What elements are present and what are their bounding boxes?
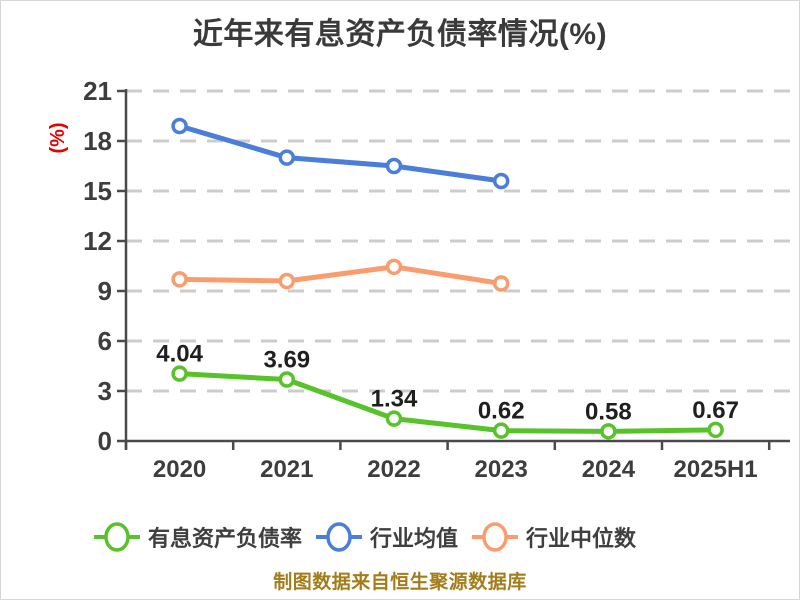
y-tick-label: 3 xyxy=(98,376,112,406)
data-point-industry-median xyxy=(278,272,296,290)
legend-item-industry-median: 行业中位数 xyxy=(472,521,636,553)
x-tick-label-2025H1: 2025H1 xyxy=(674,456,758,483)
y-tick-label: 9 xyxy=(98,276,112,306)
data-point-industry-median xyxy=(171,271,188,288)
data-point-industry-average xyxy=(385,157,403,175)
data-point-interest-bearing-debt-ratio xyxy=(278,371,296,388)
point-label-interest-bearing-debt-ratio: 0.67 xyxy=(692,397,739,424)
y-tick-label: 15 xyxy=(83,176,112,206)
y-tick-label: 0 xyxy=(98,426,112,456)
x-tick-label-2020: 2020 xyxy=(153,456,206,483)
data-point-industry-average xyxy=(492,172,510,190)
point-label-interest-bearing-debt-ratio: 0.62 xyxy=(478,398,525,425)
y-axis-unit-label: (%) xyxy=(47,122,69,153)
legend-label-industry-average: 行业均值 xyxy=(370,526,459,551)
legend-label-industry-median: 行业中位数 xyxy=(526,526,637,551)
x-tick-label-2022: 2022 xyxy=(367,456,420,483)
y-tick-label: 18 xyxy=(83,126,112,156)
legend-swatch-marker xyxy=(104,522,130,552)
point-label-interest-bearing-debt-ratio: 1.34 xyxy=(371,386,418,413)
x-tick-label-2021: 2021 xyxy=(260,456,313,483)
legend-item-interest-bearing-debt-ratio: 有息资产负债率 xyxy=(94,521,302,553)
data-point-industry-median xyxy=(492,275,510,292)
x-tick-label-2023: 2023 xyxy=(475,456,528,483)
x-tick-label-2024: 2024 xyxy=(582,456,636,483)
series-line-interest-bearing-debt-ratio xyxy=(177,371,719,434)
data-point-interest-bearing-debt-ratio xyxy=(492,422,510,439)
y-tick-label: 6 xyxy=(98,326,112,356)
legend-swatch-industry-average xyxy=(316,522,363,552)
legend-swatch-marker xyxy=(482,522,508,552)
data-point-interest-bearing-debt-ratio xyxy=(385,410,403,427)
legend-label-interest-bearing-debt-ratio: 有息资产负债率 xyxy=(148,526,303,551)
y-tick-label: 12 xyxy=(83,226,112,256)
legend-swatch-industry-median xyxy=(472,522,519,552)
legend-swatch-marker xyxy=(326,522,352,552)
series-line-industry-median xyxy=(177,264,504,286)
data-point-interest-bearing-debt-ratio xyxy=(171,365,188,382)
point-label-interest-bearing-debt-ratio: 0.58 xyxy=(585,398,632,425)
legend-swatch-interest-bearing-debt-ratio xyxy=(94,522,140,552)
point-label-interest-bearing-debt-ratio: 3.69 xyxy=(263,347,310,374)
data-point-interest-bearing-debt-ratio xyxy=(707,421,724,439)
plot-area: 0 3 6 9 12 15 18 21 2020 2021 2022 2023 2024 2025H1 (%… xyxy=(47,76,790,483)
series-line-industry-average xyxy=(177,123,504,184)
y-tick-label: 21 xyxy=(83,76,112,106)
chart-title: 近年来有息资产负债率情况(%) xyxy=(192,18,608,51)
point-label-interest-bearing-debt-ratio: 4.04 xyxy=(156,341,203,368)
data-point-industry-average xyxy=(171,117,188,135)
data-point-interest-bearing-debt-ratio xyxy=(600,423,617,440)
data-point-industry-average xyxy=(278,149,296,166)
legend-item-industry-average: 行业均值 xyxy=(316,521,458,553)
data-source-footer: 制图数据来自恒生聚源数据库 xyxy=(273,572,527,593)
legend: 有息资产负债率 行业均值 行业中位数 xyxy=(94,519,636,555)
data-point-industry-median xyxy=(385,258,403,276)
